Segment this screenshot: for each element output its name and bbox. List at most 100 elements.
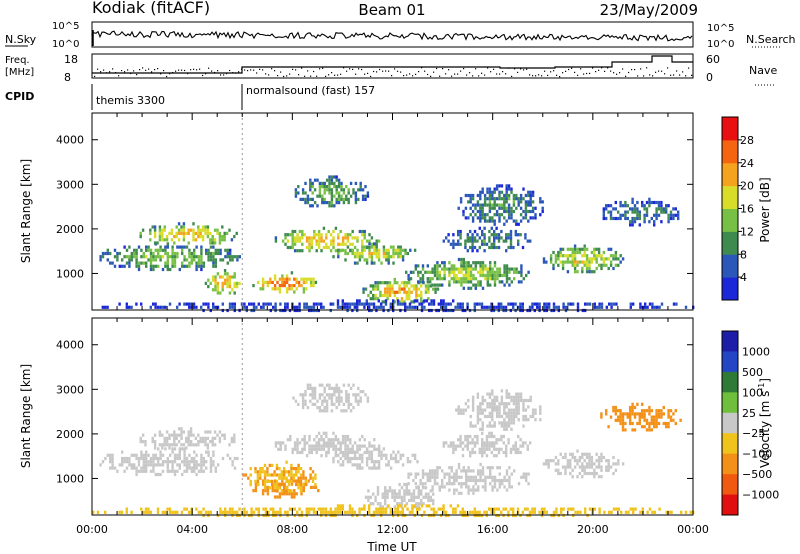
scatter-cell <box>527 398 530 403</box>
scatter-cell <box>393 281 396 285</box>
scatter-cell <box>332 447 335 451</box>
scatter-cell <box>308 245 311 250</box>
scatter-cell <box>636 402 639 406</box>
scatter-cell <box>221 456 225 461</box>
scatter-cell <box>340 188 343 192</box>
scatter-cell <box>495 213 499 217</box>
scatter-cell <box>571 257 574 261</box>
scatter-cell <box>641 204 644 208</box>
scatter-cell <box>250 507 253 511</box>
scatter-cell <box>379 281 382 285</box>
scatter-cell <box>495 197 499 201</box>
scatter-cell <box>342 402 346 406</box>
scatter-cell <box>559 254 562 258</box>
scatter-cell <box>657 415 661 419</box>
scatter-cell <box>149 248 153 252</box>
scatter-cell <box>411 453 414 457</box>
scatter-cell <box>157 463 160 467</box>
scatter-cell <box>627 510 630 514</box>
scatter-cell <box>462 213 465 217</box>
scatter-cell <box>183 456 186 461</box>
nave-point <box>397 70 399 72</box>
scatter-cell <box>476 421 480 425</box>
scatter-cell <box>489 273 492 278</box>
scatter-cell <box>206 225 210 229</box>
scatter-cell <box>452 233 455 237</box>
scatter-cell <box>301 197 305 201</box>
scatter-cell <box>356 239 359 243</box>
scatter-cell <box>660 412 663 416</box>
beam-title: Beam 01 <box>358 1 425 19</box>
scatter-cell <box>479 213 482 217</box>
scatter-cell <box>545 510 548 514</box>
scatter-cell <box>433 267 437 271</box>
scatter-cell <box>412 495 416 499</box>
scatter-cell <box>450 270 453 274</box>
scatter-cell <box>233 255 237 259</box>
scatter-cell <box>185 463 189 467</box>
scatter-cell <box>648 197 651 201</box>
scatter-cell <box>376 489 380 493</box>
scatter-cell <box>195 466 198 470</box>
scatter-cell <box>493 283 497 287</box>
scatter-cell <box>471 450 474 455</box>
scatter-cell <box>448 283 451 287</box>
scatter-cell <box>515 405 518 409</box>
scatter-cell <box>278 495 282 499</box>
scatter-cell <box>519 206 523 210</box>
scatter-cell <box>359 396 362 400</box>
scatter-cell <box>441 482 444 486</box>
scatter-cell <box>631 197 634 201</box>
scatter-cell <box>607 266 610 271</box>
scatter-cell <box>624 204 627 208</box>
scatter-cell <box>173 460 177 464</box>
scatter-cell <box>491 203 494 207</box>
scatter-cell <box>410 498 413 503</box>
scatter-cell <box>629 305 632 309</box>
scatter-cell <box>302 470 305 474</box>
scatter-cell <box>345 396 348 400</box>
scatter-cell <box>655 207 658 211</box>
scatter-cell <box>507 510 510 514</box>
scatter-cell <box>332 242 335 246</box>
scatter-cell <box>490 507 493 511</box>
scatter-cell <box>467 270 470 274</box>
scatter-cell <box>336 504 340 508</box>
nave-point <box>298 74 300 76</box>
scatter-cell <box>341 438 345 442</box>
scatter-cell <box>214 275 217 279</box>
scatter-cell <box>135 302 138 306</box>
scatter-cell <box>667 213 670 217</box>
scatter-cell <box>152 251 155 256</box>
scatter-cell <box>517 418 520 422</box>
scatter-cell <box>361 251 364 256</box>
scatter-cell <box>433 475 437 479</box>
scatter-cell <box>521 510 524 514</box>
scatter-cell <box>368 233 371 237</box>
scatter-cell <box>486 392 489 396</box>
scatter-cell <box>552 263 555 267</box>
scatter-cell <box>349 460 352 464</box>
scatter-cell <box>173 258 177 262</box>
scatter-cell <box>488 431 491 435</box>
velocity-colorbar-label-sup: -1 <box>757 383 766 391</box>
colorbar-swatch <box>722 254 738 278</box>
scatter-cell <box>384 486 387 490</box>
scatter-cell <box>260 305 263 309</box>
scatter-cell <box>393 505 396 509</box>
scatter-cell <box>233 291 236 295</box>
x-tick-label: 08:00 <box>276 523 308 536</box>
scatter-cell <box>311 476 315 480</box>
scatter-cell <box>214 288 217 292</box>
scatter-cell <box>320 233 323 237</box>
nave-point <box>439 75 441 77</box>
scatter-cell <box>408 510 412 514</box>
scatter-cell <box>460 257 463 262</box>
scatter-cell <box>433 264 437 268</box>
nave-point <box>208 67 210 69</box>
scatter-cell <box>325 185 329 189</box>
scatter-cell <box>308 305 311 309</box>
scatter-cell <box>212 251 215 256</box>
scatter-cell <box>293 305 296 309</box>
scatter-cell <box>414 482 417 486</box>
